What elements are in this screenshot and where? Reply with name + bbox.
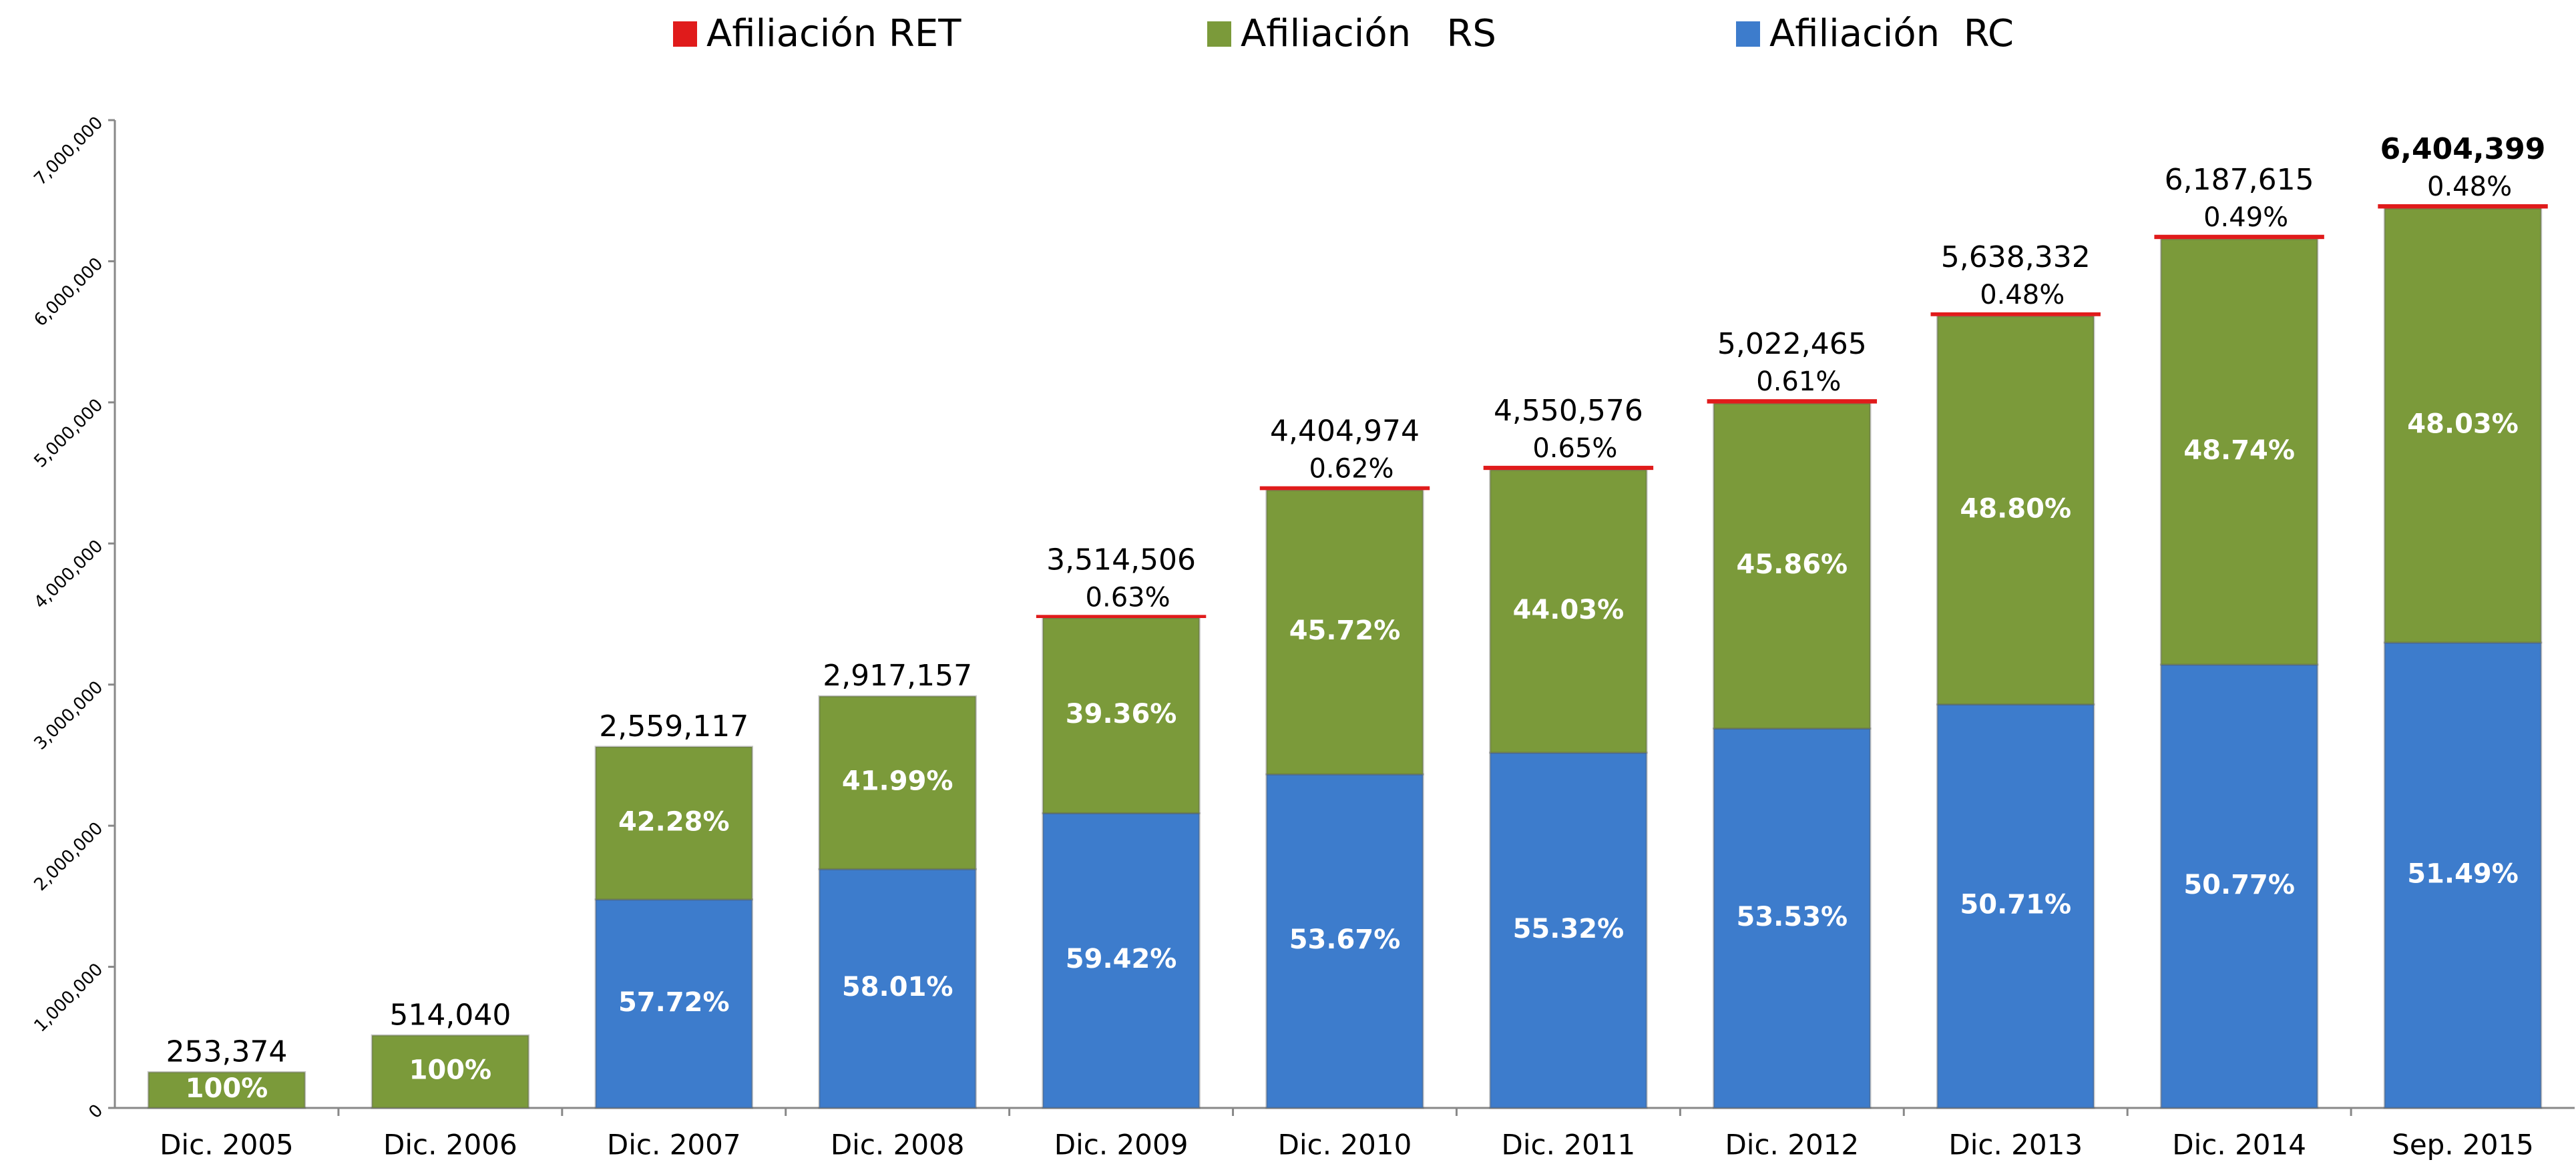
share-label: 45.72% — [1289, 615, 1401, 646]
ret-segment — [2154, 234, 2324, 240]
bar-segment — [1265, 489, 1424, 776]
bar-segment — [1936, 315, 2095, 705]
ret-segment — [1036, 615, 1207, 618]
bar-segment — [1936, 703, 2095, 1109]
legend-label: Afiliación RC — [1769, 12, 2014, 55]
share-label: 55.32% — [1513, 914, 1625, 944]
ret-share-label: 0.48% — [1980, 280, 2065, 310]
total-label: 6,404,399 — [2380, 132, 2546, 166]
bar-segment — [1713, 402, 1872, 730]
legend-swatch — [1207, 21, 1231, 47]
bar-segment — [147, 1071, 306, 1109]
share-label: 48.80% — [1960, 494, 2071, 525]
ret-segment — [1259, 486, 1430, 491]
x-tick-label: Dic. 2005 — [160, 1129, 294, 1161]
bar-segment — [1265, 773, 1424, 1109]
x-tick-label: Dic. 2014 — [2172, 1129, 2306, 1161]
total-label: 5,638,332 — [1941, 240, 2091, 274]
total-label: 2,559,117 — [599, 709, 748, 744]
x-tick-label: Dic. 2012 — [1725, 1129, 1859, 1161]
legend-label: Afiliación RET — [706, 12, 961, 55]
y-tick-label: 7,000,000 — [30, 113, 107, 190]
total-label: 5,022,465 — [1717, 327, 1867, 361]
ret-segment — [1483, 465, 1654, 471]
share-label: 41.99% — [842, 766, 953, 797]
ret-segment — [1930, 312, 2101, 316]
share-label: 44.03% — [1513, 595, 1625, 625]
legend-label: Afiliación RS — [1241, 12, 1496, 55]
share-label: 45.86% — [1737, 549, 1848, 580]
total-label: 253,374 — [166, 1035, 287, 1069]
share-label: 100% — [186, 1073, 268, 1104]
ret-segment — [1707, 399, 1878, 404]
share-label: 51.49% — [2407, 858, 2519, 889]
bar-segment — [1713, 728, 1872, 1109]
share-label: 48.74% — [2183, 435, 2295, 466]
bar-segment — [2383, 641, 2543, 1109]
x-tick-label: Dic. 2008 — [831, 1129, 965, 1161]
total-label: 4,404,974 — [1270, 414, 1420, 449]
bar-segment — [594, 746, 753, 901]
share-label: 100% — [409, 1055, 492, 1086]
bar-segment — [2383, 207, 2543, 644]
y-tick-label: 3,000,000 — [30, 677, 107, 754]
share-label: 59.42% — [1066, 944, 1177, 974]
bar-segment — [2159, 663, 2319, 1109]
ret-segment — [2378, 204, 2548, 209]
share-label: 50.71% — [1960, 890, 2071, 920]
bar-segment — [1489, 469, 1648, 754]
x-tick-label: Dic. 2007 — [607, 1129, 741, 1161]
bar-segment — [371, 1034, 530, 1109]
total-label: 514,040 — [389, 998, 511, 1032]
ret-share-label: 0.61% — [1756, 366, 1841, 397]
bar-segment — [2159, 238, 2319, 666]
share-label: 42.28% — [618, 806, 730, 837]
y-tick-label: 4,000,000 — [30, 536, 107, 613]
total-label: 2,917,157 — [823, 659, 972, 693]
x-tick-label: Dic. 2013 — [1948, 1129, 2083, 1161]
bar-segment — [1489, 752, 1648, 1109]
x-tick-label: Sep. 2015 — [2392, 1129, 2534, 1161]
y-tick-label: 1,000,000 — [30, 960, 107, 1037]
share-label: 58.01% — [842, 972, 953, 1002]
share-label: 53.67% — [1289, 924, 1401, 955]
bar-segment — [818, 695, 977, 870]
ret-share-label: 0.48% — [2427, 172, 2512, 202]
ret-share-label: 0.65% — [1532, 433, 1617, 464]
ret-share-label: 0.49% — [2203, 202, 2288, 233]
total-label: 6,187,615 — [2165, 163, 2314, 197]
total-label: 3,514,506 — [1046, 543, 1196, 577]
x-tick-label: Dic. 2011 — [1502, 1129, 1636, 1161]
total-label: 4,550,576 — [1494, 394, 1643, 428]
y-tick-label: 5,000,000 — [30, 395, 107, 472]
y-tick-label: 6,000,000 — [30, 254, 107, 330]
share-label: 48.03% — [2407, 409, 2519, 440]
legend-swatch — [673, 21, 697, 47]
bar-segment — [818, 868, 977, 1109]
bar-segment — [1042, 812, 1201, 1109]
share-label: 53.53% — [1737, 902, 1848, 932]
ret-share-label: 0.62% — [1309, 454, 1393, 485]
y-tick-label: 0 — [85, 1101, 107, 1123]
share-label: 50.77% — [2183, 870, 2295, 900]
x-tick-label: Dic. 2010 — [1278, 1129, 1412, 1161]
share-label: 39.36% — [1066, 699, 1177, 730]
bar-segment — [594, 898, 753, 1109]
legend-swatch — [1736, 21, 1760, 47]
y-tick-label: 2,000,000 — [30, 818, 107, 895]
share-label: 57.72% — [618, 987, 730, 1018]
ret-share-label: 0.63% — [1086, 582, 1170, 613]
x-tick-label: Dic. 2009 — [1054, 1129, 1189, 1161]
bar-segment — [1042, 617, 1201, 814]
x-tick-label: Dic. 2006 — [383, 1129, 517, 1161]
